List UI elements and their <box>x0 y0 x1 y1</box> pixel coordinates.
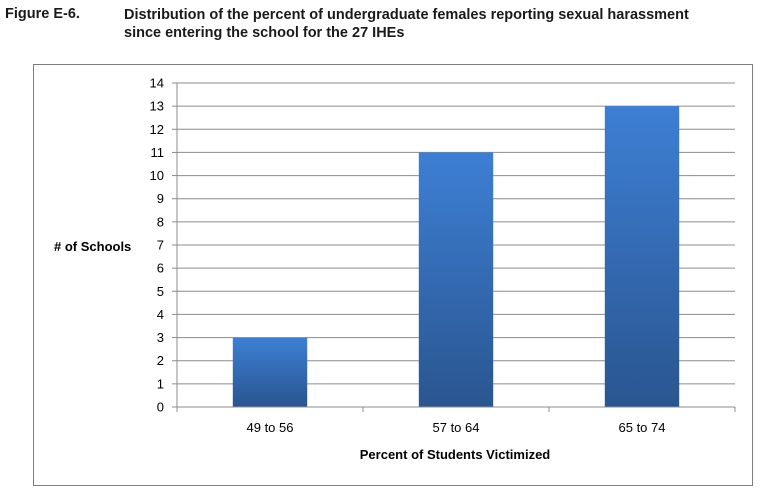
bar-49-to-56 <box>232 337 308 407</box>
y-tick-label-0: 0 <box>157 400 164 415</box>
y-tick-label-10: 10 <box>150 168 164 183</box>
y-tick-label-8: 8 <box>157 214 164 229</box>
bar-57-to-64 <box>418 152 494 407</box>
y-tick-label-13: 13 <box>150 99 164 114</box>
x-tick-label-1: 57 to 64 <box>433 420 480 435</box>
y-tick-label-3: 3 <box>157 330 164 345</box>
y-tick-label-1: 1 <box>157 376 164 391</box>
figure-header: Figure E-6. Distribution of the percent … <box>0 3 770 47</box>
y-tick-label-11: 11 <box>151 145 165 160</box>
figure-title-line-2: since entering the school for the 27 IHE… <box>124 25 405 41</box>
y-tick-label-9: 9 <box>157 191 164 206</box>
y-tick-label-14: 14 <box>150 76 164 91</box>
y-tick-label-4: 4 <box>157 307 164 322</box>
y-tick-label-7: 7 <box>157 238 164 253</box>
y-tick-label-6: 6 <box>157 261 164 276</box>
y-tick-label-5: 5 <box>157 284 164 299</box>
chart-frame <box>33 64 753 486</box>
figure-title-line-1: Distribution of the percent of undergrad… <box>124 7 689 23</box>
figure-label: Figure E-6. <box>5 6 80 22</box>
y-axis-title: # of Schools <box>54 239 131 254</box>
x-tick-label-0: 49 to 56 <box>247 420 294 435</box>
x-tick-label-2: 65 to 74 <box>619 420 666 435</box>
x-axis-title: Percent of Students Victimized <box>360 447 551 462</box>
bars <box>232 106 680 408</box>
figure-title: Distribution of the percent of undergrad… <box>124 6 768 42</box>
bar-65-to-74 <box>604 106 680 408</box>
y-tick-label-2: 2 <box>157 353 164 368</box>
y-tick-label-12: 12 <box>150 122 164 137</box>
